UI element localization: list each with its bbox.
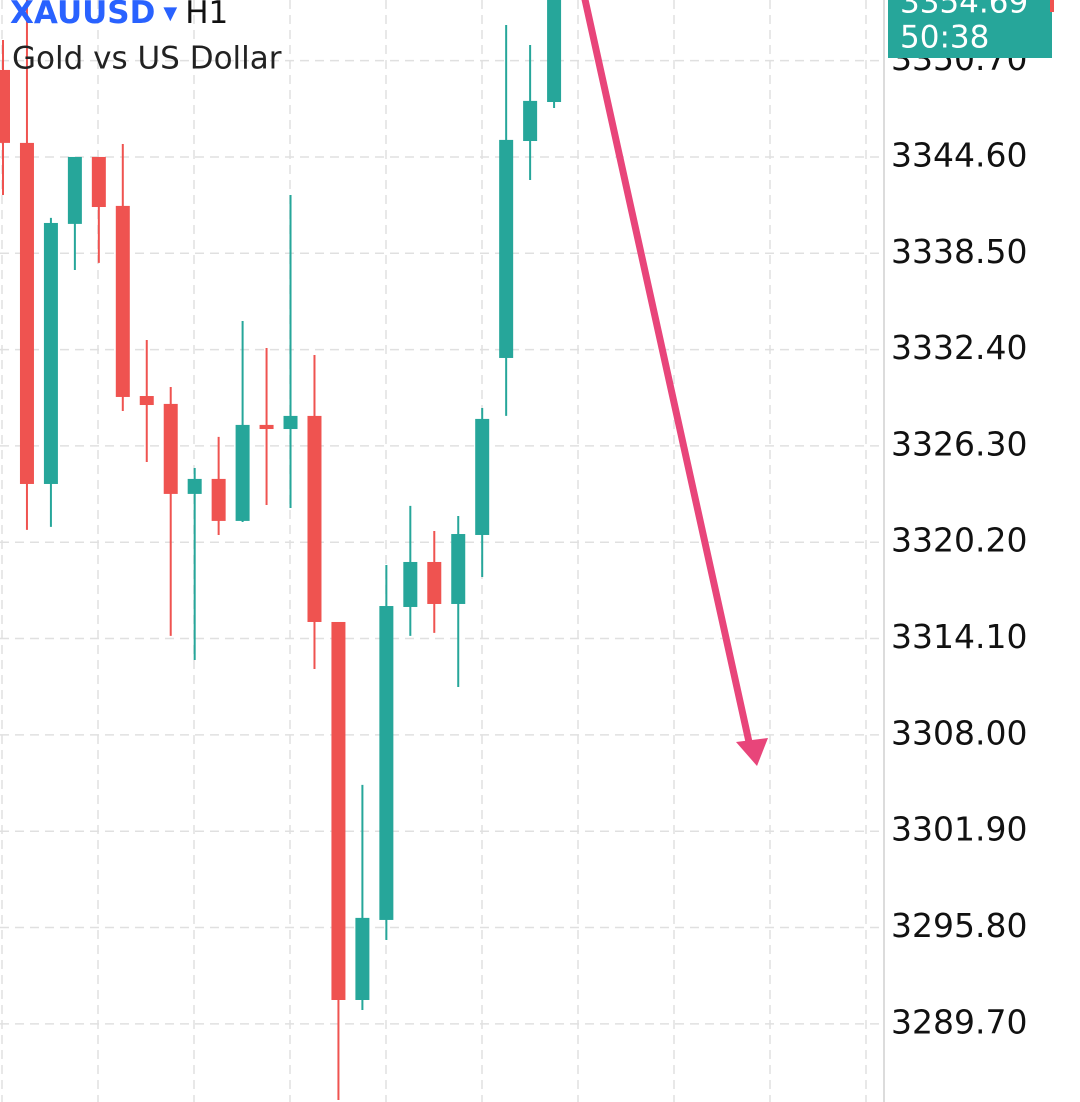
symbol[interactable]: XAUUSD (10, 0, 155, 31)
candle-body (19, 142, 34, 484)
y-tick-label: 3301.90 (891, 810, 1027, 849)
candle-body (67, 156, 82, 224)
y-tick-label: 3344.60 (891, 135, 1027, 174)
subtitle: Gold vs US Dollar (12, 41, 282, 77)
candle-body (499, 139, 514, 358)
candle-body (379, 606, 394, 920)
candle-body (91, 156, 106, 208)
candle-body (235, 424, 250, 521)
candle-body (427, 561, 442, 604)
header: XAUUSD ▼ H1 (10, 0, 228, 31)
price-axis: 3350.703344.603338.503332.403326.303320.… (891, 39, 1027, 1041)
candle-body (451, 534, 466, 604)
y-tick-label: 3295.80 (891, 906, 1027, 945)
symbol-dropdown[interactable]: ▼ (163, 3, 177, 24)
y-tick-label: 3338.50 (891, 232, 1027, 271)
candle-body (43, 222, 58, 484)
candle-body (403, 561, 418, 607)
timeframe[interactable]: H1 (185, 0, 228, 31)
candle-body (115, 205, 130, 397)
candle-body (187, 478, 202, 494)
countdown: 50:38 (900, 20, 989, 56)
y-tick-label: 3289.70 (891, 1002, 1027, 1041)
y-tick-label: 3326.30 (891, 424, 1027, 463)
candle-body (547, 0, 562, 103)
candle-body (283, 415, 298, 430)
candle-body (211, 478, 226, 521)
y-tick-label: 3314.10 (891, 617, 1027, 656)
candle-body (523, 100, 538, 142)
candle-body (163, 403, 178, 494)
grid (0, 0, 884, 1102)
trend-arrow (581, 0, 768, 766)
candles (0, 0, 562, 1100)
y-tick-label: 3308.00 (891, 713, 1027, 752)
candle-body (139, 396, 154, 406)
candle-body (355, 917, 370, 1000)
price-box: 3354.69 50:38 (888, 0, 1054, 58)
candle-body (475, 418, 490, 535)
price-box-bg (888, 0, 1052, 58)
y-tick-label: 3332.40 (891, 328, 1027, 367)
last-price: 3354.69 (900, 0, 1028, 21)
candle-body (307, 415, 322, 622)
candle-body (259, 424, 274, 430)
arrow-head (736, 738, 768, 766)
price-marker (1050, 0, 1054, 12)
y-tick-label: 3320.20 (891, 521, 1027, 560)
candle-body (0, 69, 10, 143)
arrow-line (581, 0, 753, 746)
candle-body (331, 621, 346, 1000)
